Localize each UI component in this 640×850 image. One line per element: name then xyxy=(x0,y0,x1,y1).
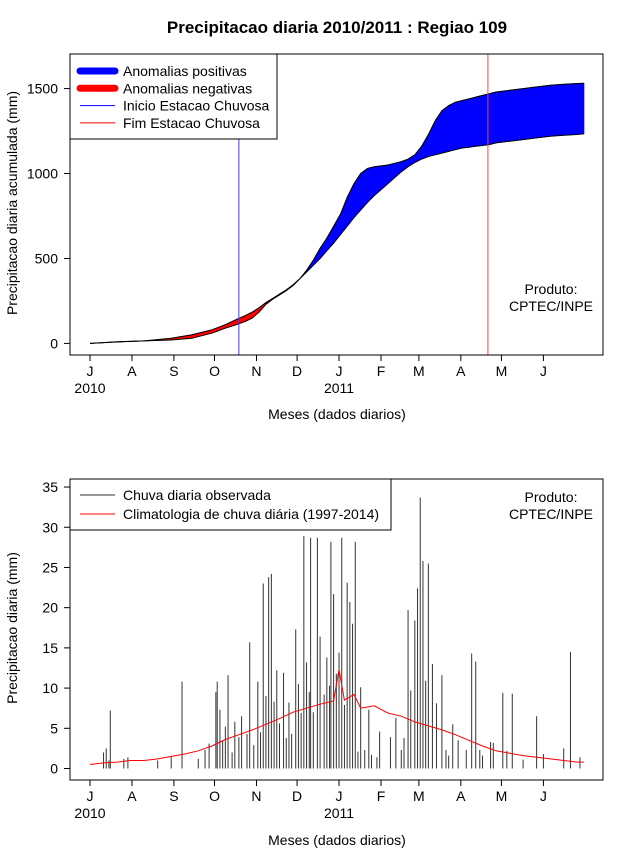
positive-anomaly-area xyxy=(380,164,389,191)
observed-accumulated-line xyxy=(89,82,585,344)
y-tick-label: 1500 xyxy=(27,81,58,97)
legend-label: Inicio Estacao Chuvosa xyxy=(123,98,270,114)
y-tick-label: 35 xyxy=(42,479,58,495)
x-tick-label: D xyxy=(292,363,302,379)
positive-anomaly-area xyxy=(448,101,456,152)
x-tick-label: J xyxy=(87,788,94,804)
x-tick-label: S xyxy=(169,363,178,379)
x-tick-label: A xyxy=(127,788,137,804)
positive-anomaly-area xyxy=(461,98,470,149)
positive-anomaly-area xyxy=(468,96,477,148)
x-tick-label: D xyxy=(292,788,302,804)
plot-area xyxy=(89,54,585,355)
legend-label: Chuva diaria observada xyxy=(123,487,271,503)
x-tick-label: N xyxy=(251,788,261,804)
y-tick-label: 0 xyxy=(50,335,58,351)
x-axis-label: Meses (dados diarios) xyxy=(268,406,406,422)
x-tick-label: A xyxy=(456,363,466,379)
annotation-line-1: Produto: xyxy=(525,281,578,297)
x-tick-label: J xyxy=(87,363,94,379)
y-tick-label: 15 xyxy=(42,640,58,656)
x-tick-label: J xyxy=(540,788,547,804)
x-tick-label: S xyxy=(169,788,178,804)
accumulated-precip-chart: Precipitacao diaria 2010/2011 : Regiao 1… xyxy=(4,18,604,422)
y-tick-label: 1000 xyxy=(27,166,58,182)
positive-anomaly-area xyxy=(475,95,483,147)
y-axis-label: Precipitacao diaria (mm) xyxy=(4,552,20,704)
positive-anomaly-area xyxy=(563,83,578,136)
year-label: 2010 xyxy=(74,380,105,396)
annotation-line-1: Produto: xyxy=(525,489,578,505)
positive-anomaly-area xyxy=(576,82,585,135)
x-tick-label: A xyxy=(456,788,466,804)
x-tick-label: M xyxy=(413,788,425,804)
legend-label: Anomalias negativas xyxy=(123,80,252,96)
climatology-line xyxy=(89,669,584,765)
y-tick-label: 5 xyxy=(50,720,58,736)
legend-label: Fim Estacao Chuvosa xyxy=(123,115,260,131)
positive-anomaly-area xyxy=(549,83,565,137)
positive-anomaly-area xyxy=(428,120,436,157)
x-tick-label: F xyxy=(377,363,386,379)
x-tick-label: N xyxy=(251,363,261,379)
x-tick-label: J xyxy=(336,363,343,379)
x-tick-label: O xyxy=(209,788,220,804)
y-tick-label: 20 xyxy=(42,600,58,616)
legend-box xyxy=(69,478,392,531)
climatology-accumulated-line xyxy=(89,133,585,344)
x-tick-label: J xyxy=(540,363,547,379)
y-axis: 0 5 10 15 20 25 30 35 xyxy=(42,479,71,777)
y-tick-label: 10 xyxy=(42,680,58,696)
positive-anomaly-area xyxy=(421,133,429,160)
y-tick-label: 0 xyxy=(50,761,58,777)
y-axis-label: Precipitacao diaria acumulada (mm) xyxy=(4,91,20,315)
y-tick-label: 30 xyxy=(42,519,58,535)
positive-anomaly-area xyxy=(441,104,450,154)
positive-anomaly-area xyxy=(536,84,551,139)
positive-anomaly-area xyxy=(495,89,510,144)
legend-label: Climatologia de chuva diária (1997-2014) xyxy=(123,506,379,522)
positive-anomaly-area xyxy=(488,91,497,145)
year-label: 2011 xyxy=(324,380,354,396)
x-tick-label: M xyxy=(413,363,425,379)
positive-anomaly-area xyxy=(455,100,463,151)
plot-area xyxy=(89,497,584,769)
positive-anomaly-area xyxy=(522,86,537,140)
x-tick-label: J xyxy=(336,788,343,804)
year-label: 2010 xyxy=(74,805,105,821)
x-tick-label: M xyxy=(496,363,508,379)
legend: Chuva diaria observada Climatologia de ch… xyxy=(69,478,392,531)
x-tick-label: F xyxy=(377,788,386,804)
x-axis-label: Meses (dados diarios) xyxy=(268,832,406,848)
x-tick-label: M xyxy=(496,788,508,804)
positive-anomaly-area xyxy=(434,109,443,156)
positive-anomaly-area xyxy=(319,237,328,260)
legend-label: Anomalias positivas xyxy=(123,63,247,79)
annotation-line-2: CPTEC/INPE xyxy=(509,506,593,522)
y-tick-label: 25 xyxy=(42,559,58,575)
chart-title: Precipitacao diaria 2010/2011 : Regiao 1… xyxy=(167,18,507,37)
year-label: 2011 xyxy=(324,805,354,821)
y-tick-label: 500 xyxy=(35,250,59,266)
x-tick-label: A xyxy=(127,363,137,379)
positive-anomaly-area xyxy=(340,197,348,236)
positive-anomaly-area xyxy=(509,88,524,142)
annotation-line-2: CPTEC/INPE xyxy=(509,298,593,314)
y-axis: 0 500 1000 1500 xyxy=(27,81,71,351)
x-tick-label: O xyxy=(209,363,220,379)
